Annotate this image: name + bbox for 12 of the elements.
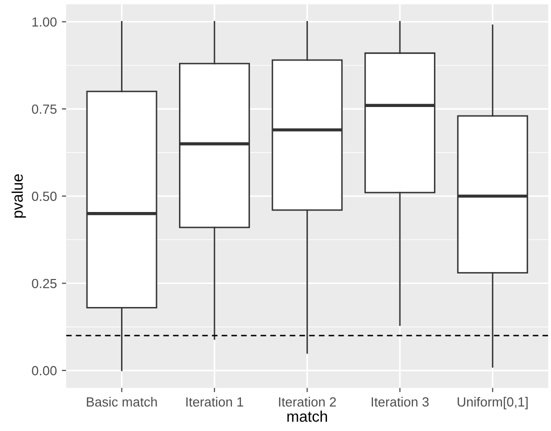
x-tick-label: Basic match	[86, 396, 157, 407]
y-axis-title: pvalue	[12, 174, 26, 218]
y-tick-label: 0.50	[32, 192, 57, 202]
y-tick-label: 1.00	[32, 17, 57, 27]
x-tick-label: Uniform[0,1]	[458, 396, 528, 410]
x-tick-label: Iteration 1	[186, 396, 244, 407]
x-axis-title: match	[287, 410, 327, 422]
y-tick-label: 0.00	[32, 366, 57, 376]
y-tick-label: 0.25	[32, 278, 57, 288]
x-tick-label: Iteration 3	[372, 396, 429, 407]
x-tick-label: Iteration 2	[279, 396, 336, 407]
y-tick-label: 0.75	[32, 104, 57, 114]
